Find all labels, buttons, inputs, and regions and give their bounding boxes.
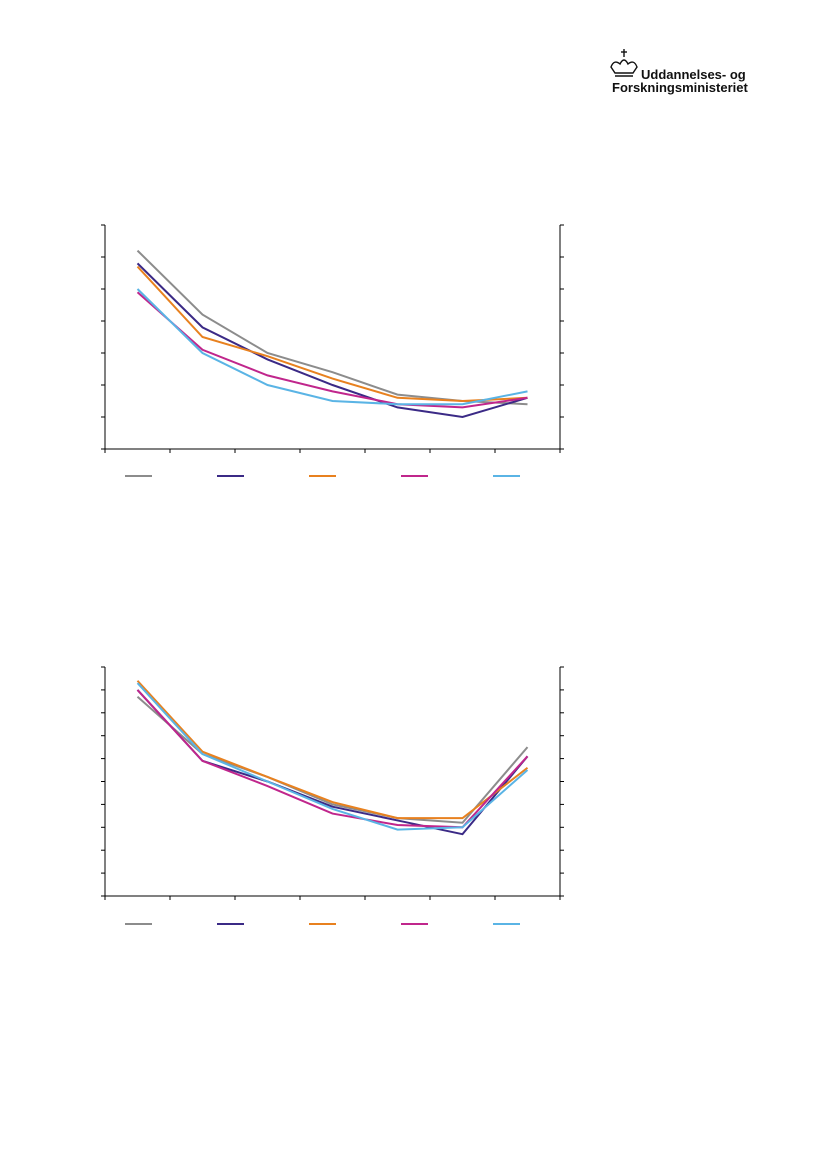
data-line [136,291,528,409]
chart [101,666,564,925]
logo-text: Uddannelses- og [641,67,746,82]
data-line [136,265,528,403]
logo-text: Forskningsministeriet [612,80,748,95]
data-line [136,696,529,824]
data-line [136,288,528,406]
logo: Uddannelses- og Forskningsministeriet [610,49,748,95]
crown-icon [610,49,638,77]
data-line [136,249,528,406]
data-line [136,680,529,820]
chart [101,224,564,477]
data-line [136,682,529,831]
data-line [136,262,528,419]
